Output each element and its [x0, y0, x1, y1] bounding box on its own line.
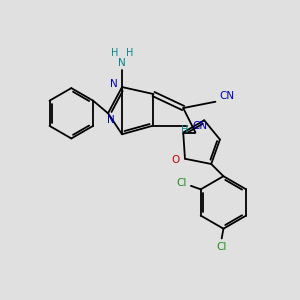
Text: CN: CN	[192, 121, 207, 130]
Text: H: H	[111, 48, 118, 58]
Text: N: N	[110, 79, 118, 89]
Text: Cl: Cl	[217, 242, 227, 252]
Text: N: N	[118, 58, 126, 68]
Text: H: H	[126, 48, 134, 58]
Text: O: O	[171, 155, 179, 165]
Text: CN: CN	[219, 91, 235, 101]
Text: Cl: Cl	[176, 178, 187, 188]
Text: N: N	[106, 115, 114, 124]
Text: H: H	[181, 125, 189, 135]
